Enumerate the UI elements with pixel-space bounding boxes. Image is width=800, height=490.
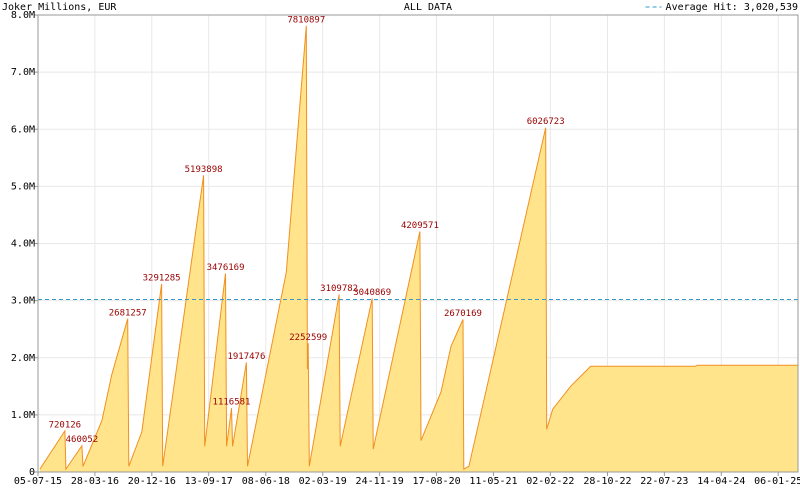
chart-title: Joker Millions, EUR xyxy=(2,2,117,13)
y-tick-label: 8.0M xyxy=(11,10,35,21)
plot-frame xyxy=(37,14,799,473)
x-tick-label: 28-10-22 xyxy=(583,476,631,487)
value-label: 2681257 xyxy=(109,308,147,318)
x-tick-label: 02-03-19 xyxy=(299,476,347,487)
x-tick-label: 11-05-21 xyxy=(469,476,517,487)
value-label: 6026723 xyxy=(527,117,565,127)
x-tick-label: 08-06-18 xyxy=(242,476,290,487)
value-label: 1116581 xyxy=(213,398,251,408)
y-tick-label: 7.0M xyxy=(11,67,35,78)
value-label: 3040869 xyxy=(353,288,391,298)
x-tick-label: 06-01-25 xyxy=(754,476,800,487)
y-tick-label: 4.0M xyxy=(11,239,35,250)
x-tick-label: 22-07-23 xyxy=(640,476,688,487)
area-fill xyxy=(39,25,798,473)
value-label: 3109782 xyxy=(320,284,358,294)
y-tick-label: 5.0M xyxy=(11,181,35,192)
y-tick-label: 2.0M xyxy=(11,353,35,364)
y-tick-label: 0 xyxy=(29,467,35,478)
y-tick-label: 6.0M xyxy=(11,124,35,135)
x-tick-label: 02-02-22 xyxy=(526,476,574,487)
x-tick-label: 14-04-24 xyxy=(697,476,745,487)
x-tick-label: 05-07-15 xyxy=(14,476,62,487)
value-label: 4209571 xyxy=(401,221,439,231)
value-label: 5193898 xyxy=(185,165,223,175)
value-label: 720126 xyxy=(49,420,82,430)
x-tick-label: 20-12-16 xyxy=(128,476,176,487)
x-tick-label: 17-08-20 xyxy=(412,476,460,487)
x-tick-label: 28-03-16 xyxy=(71,476,119,487)
y-tick-label: 1.0M xyxy=(11,410,35,421)
y-tick-label: 3.0M xyxy=(11,296,35,307)
value-label: 3476169 xyxy=(207,263,245,273)
value-label: 3291285 xyxy=(143,273,181,283)
x-tick-label: 24-11-19 xyxy=(356,476,404,487)
value-label: 460052 xyxy=(66,435,99,445)
legend-label: Average Hit: 3,020,539 xyxy=(666,2,798,13)
value-label: 1917476 xyxy=(227,352,265,362)
value-label: 2252599 xyxy=(289,333,327,343)
series-line xyxy=(39,25,798,471)
chart-subtitle: ALL DATA xyxy=(404,2,452,13)
value-label: 7810897 xyxy=(287,15,325,25)
x-tick-label: 13-09-17 xyxy=(185,476,233,487)
value-label: 2670169 xyxy=(444,309,482,319)
